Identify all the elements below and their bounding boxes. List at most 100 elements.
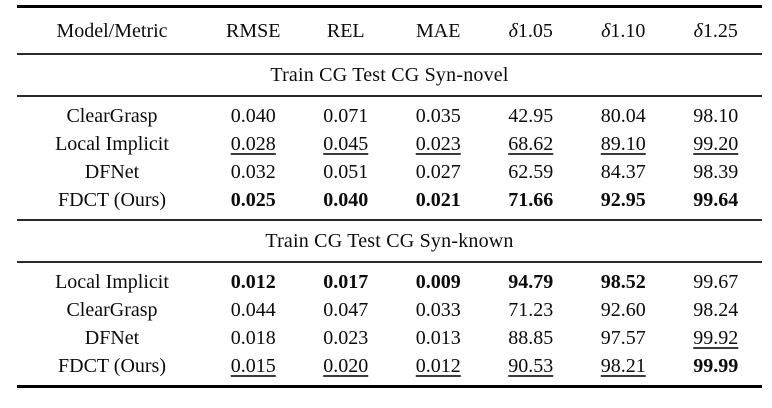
metric-value: 80.04 [600, 105, 646, 127]
metric-value: 0.018 [230, 327, 276, 349]
metric-value: 0.012 [415, 355, 461, 377]
metric-cell: 0.045 [300, 133, 393, 155]
metric-cell: 62.59 [485, 161, 578, 183]
metric-cell: 98.39 [670, 161, 763, 183]
delta-icon: δ [508, 19, 518, 42]
metric-cell: 42.95 [485, 105, 578, 127]
metric-cell: 0.020 [300, 355, 393, 377]
metric-cell: 0.012 [392, 355, 485, 377]
metric-value: 84.37 [600, 161, 646, 183]
metric-value: 97.57 [600, 327, 646, 349]
metric-cell: 0.025 [207, 189, 300, 211]
section-rule [17, 53, 762, 55]
table-row: FDCT (Ours) 0.015 0.020 0.012 90.53 98.21 99.9… [17, 352, 762, 380]
metric-cell: 0.051 [300, 161, 393, 183]
metric-value: 99.64 [693, 189, 739, 211]
metric-cell: 0.023 [392, 133, 485, 155]
metric-cell: 0.033 [392, 299, 485, 321]
metric-cell: 0.017 [300, 271, 393, 293]
metric-cell: 99.92 [670, 327, 763, 349]
metric-value: 0.015 [230, 355, 276, 377]
section-rule [17, 95, 762, 97]
column-header: δ1.25 [693, 19, 738, 42]
metric-cell: 94.79 [485, 271, 578, 293]
metric-cell: 97.57 [577, 327, 670, 349]
model-name: FDCT (Ours) [58, 189, 166, 211]
metric-cell: 0.035 [392, 105, 485, 127]
metric-value: 0.047 [323, 299, 369, 321]
metric-cell: 0.040 [207, 105, 300, 127]
metric-cell: 80.04 [577, 105, 670, 127]
table-body: Train CG Test CG Syn-novel ClearGrasp 0.04… [17, 53, 762, 388]
metric-cell: 0.009 [392, 271, 485, 293]
metric-value: 99.99 [693, 355, 739, 377]
metric-cell: 0.021 [392, 189, 485, 211]
section-title: Train CG Test CG Syn-novel [270, 63, 509, 86]
metric-cell: 0.044 [207, 299, 300, 321]
metric-cell: 92.95 [577, 189, 670, 211]
table-row: Local Implicit 0.028 0.045 0.023 68.62 89.10 9… [17, 130, 762, 158]
metric-value: 0.044 [230, 299, 276, 321]
metric-value: 0.013 [415, 327, 461, 349]
metric-cell: 98.52 [577, 271, 670, 293]
column-header: MAE [416, 19, 461, 42]
metric-cell: 98.24 [670, 299, 763, 321]
metric-cell: 0.015 [207, 355, 300, 377]
metric-value: 0.020 [323, 355, 369, 377]
section-rule [17, 219, 762, 221]
metric-value: 0.017 [323, 271, 369, 293]
metric-value: 92.95 [600, 189, 646, 211]
metric-value: 98.24 [693, 299, 739, 321]
metric-cell: 88.85 [485, 327, 578, 349]
metric-value: 0.032 [230, 161, 276, 183]
table-row: ClearGrasp 0.040 0.071 0.035 42.95 80.04 98.10 [17, 102, 762, 130]
table-bottom-rule [17, 385, 762, 388]
metric-value: 0.025 [230, 189, 276, 211]
metric-value: 0.040 [230, 105, 276, 127]
metric-value: 0.023 [323, 327, 369, 349]
section-rule [17, 261, 762, 263]
metric-value: 71.66 [508, 189, 554, 211]
metric-value: 99.92 [693, 327, 739, 349]
metric-value: 0.028 [230, 133, 276, 155]
section-rows: ClearGrasp 0.040 0.071 0.035 42.95 80.04 98.10… [17, 97, 762, 219]
section-rows: Local Implicit 0.012 0.017 0.009 94.79 98.52 9… [17, 263, 762, 385]
model-name: Local Implicit [55, 133, 169, 155]
metric-cell: 71.66 [485, 189, 578, 211]
metric-cell: 89.10 [577, 133, 670, 155]
column-header: Model/Metric [56, 19, 168, 42]
metric-cell: 92.60 [577, 299, 670, 321]
metric-value: 0.051 [323, 161, 369, 183]
metric-cell: 0.013 [392, 327, 485, 349]
metric-value: 98.21 [600, 355, 646, 377]
metric-value: 98.52 [600, 271, 646, 293]
metric-value: 90.53 [508, 355, 554, 377]
table-row: FDCT (Ours) 0.025 0.040 0.021 71.66 92.95 99.6… [17, 186, 762, 214]
metric-value: 0.045 [323, 133, 369, 155]
metric-value: 89.10 [600, 133, 646, 155]
results-table: Model/Metric RMSE REL MAE δ1.05 δ1.10 δ1.25 Tr… [17, 5, 762, 388]
metric-cell: 0.071 [300, 105, 393, 127]
metric-value: 62.59 [508, 161, 554, 183]
metric-value: 0.023 [415, 133, 461, 155]
model-name: DFNet [84, 161, 140, 183]
metric-cell: 99.20 [670, 133, 763, 155]
metric-cell: 0.012 [207, 271, 300, 293]
metric-cell: 0.032 [207, 161, 300, 183]
column-header: RMSE [226, 19, 281, 42]
model-name: ClearGrasp [66, 299, 158, 321]
metric-cell: 0.018 [207, 327, 300, 349]
metric-value: 94.79 [508, 271, 554, 293]
metric-cell: 0.047 [300, 299, 393, 321]
metric-value: 0.012 [230, 271, 276, 293]
metric-value: 99.67 [693, 271, 739, 293]
metric-cell: 99.99 [670, 355, 763, 377]
metric-value: 0.027 [415, 161, 461, 183]
delta-icon: δ [601, 19, 611, 42]
metric-cell: 0.028 [207, 133, 300, 155]
metric-value: 0.071 [323, 105, 369, 127]
metric-value: 98.10 [693, 105, 739, 127]
metric-value: 0.035 [415, 105, 461, 127]
metric-value: 92.60 [600, 299, 646, 321]
model-name: Local Implicit [55, 271, 169, 293]
